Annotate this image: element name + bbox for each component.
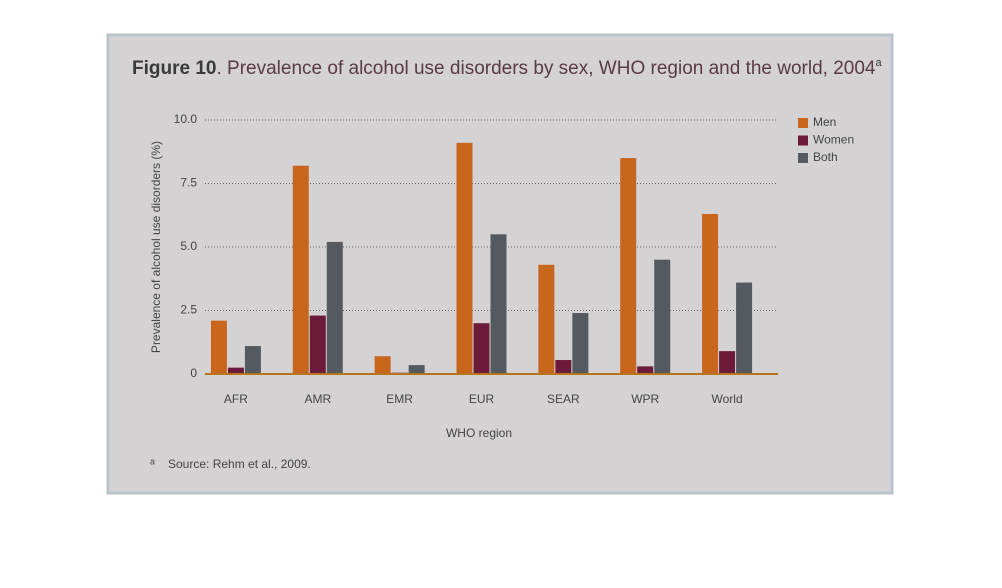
bar [408,365,425,374]
y-tick-label: 5.0 [180,239,197,253]
bar [309,315,326,374]
x-tick-label: EUR [469,392,495,406]
bar [473,323,490,374]
bar [227,367,244,374]
x-axis-label: WHO region [446,426,512,440]
bar [490,234,507,374]
legend-swatch [798,118,808,128]
bar [620,158,637,374]
y-tick-label: 7.5 [180,176,197,190]
legend-swatch [798,153,808,163]
x-tick-label: WPR [631,392,659,406]
y-axis-label: Prevalence of alcohol use disorders (%) [149,141,163,353]
legend-label: Men [813,115,836,129]
bar [702,213,719,374]
y-tick-label: 0 [190,366,197,380]
bar [654,259,671,374]
x-tick-label: World [712,392,743,406]
title-superscript: a [876,57,883,69]
bar [456,142,473,374]
bar [719,351,736,374]
x-tick-label: SEAR [547,392,580,406]
bar [326,241,343,374]
title-label: Figure 10 [132,58,216,79]
legend-label: Both [813,150,838,164]
title-text: . Prevalence of alcohol use disorders by… [216,58,875,79]
footnote-marker: a [150,456,155,466]
bar [555,360,572,374]
x-tick-label: AMR [304,392,331,406]
bar [572,313,589,374]
y-tick-label: 10.0 [174,112,198,126]
bar [292,165,309,374]
legend-label: Women [813,133,854,147]
footnote: Source: Rehm et al., 2009. [168,457,311,471]
y-tick-label: 2.5 [180,303,197,317]
bar [210,320,227,374]
x-tick-label: AFR [224,392,248,406]
legend-swatch [798,135,808,146]
bar [244,346,261,374]
bar [374,356,391,374]
bar [538,264,555,374]
bar [637,366,654,374]
bar [736,282,753,374]
chart-title: Figure 10. Prevalence of alcohol use dis… [132,57,883,79]
x-tick-label: EMR [386,392,413,406]
